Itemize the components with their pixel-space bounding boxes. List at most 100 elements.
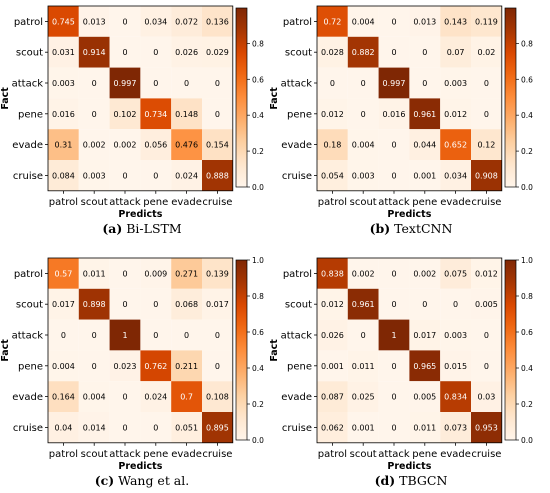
heatmap-cell: [471, 36, 502, 68]
heatmap-cell: [378, 412, 410, 443]
heatmap-cell: [78, 67, 110, 99]
cell-value-label: 0.024: [175, 171, 198, 180]
cell-value-label: 0: [391, 48, 396, 57]
cell-value-label: 1: [122, 331, 127, 340]
cell-value-label: 0.002: [352, 269, 375, 278]
heatmap-cell: [440, 258, 471, 289]
cell-value-label: 0.895: [206, 423, 229, 432]
heatmap-cell: [347, 288, 379, 320]
cell-value-label: 0: [122, 269, 127, 278]
y-tick-label: attack: [12, 331, 44, 342]
y-axis-title: Fact: [0, 87, 11, 110]
panel-caption: (a) Bi-LSTM: [102, 221, 182, 236]
y-tick-label: pene: [287, 109, 312, 120]
heatmap-cell: [317, 6, 348, 37]
heatmap-cell: [317, 319, 348, 351]
cell-value-label: 0.087: [321, 393, 344, 402]
x-tick-label: evade: [171, 197, 202, 208]
cell-value-label: 0.143: [444, 17, 467, 26]
cell-value-label: 0: [153, 171, 158, 180]
cell-value-label: 0.029: [206, 48, 229, 57]
cell-value-label: 0: [122, 171, 127, 180]
colorbar-tick-label: 0.2: [521, 400, 533, 409]
heatmap-cell: [109, 67, 141, 99]
heatmap-cell: [109, 160, 141, 191]
heatmap-cell: [440, 67, 471, 99]
heatmap-cell: [202, 160, 233, 191]
heatmap-cell: [48, 129, 79, 160]
cell-value-label: 0.908: [475, 171, 498, 180]
heatmap-cell: [109, 288, 141, 320]
heatmap-cell: [171, 350, 202, 382]
heatmap-cell: [409, 98, 441, 130]
cell-value-label: 0.04: [54, 423, 72, 432]
cell-value-label: 0: [153, 79, 158, 88]
colorbar-tick-label: 0.6: [521, 328, 533, 337]
cell-value-label: 0: [215, 362, 220, 371]
heatmap-cell: [317, 258, 348, 289]
x-tick-label: attack: [109, 449, 141, 460]
colorbar-tick-label: 0.4: [521, 364, 533, 373]
x-tick-label: evade: [440, 449, 471, 460]
heatmap-cell: [202, 412, 233, 443]
heatmap-panel-2: 0.72 0.004 0 0.013 0.143 0.119 0.028 0.882 0 0 0.0…: [269, 5, 533, 236]
heatmap-cell: [378, 319, 410, 351]
cell-value-label: 0: [153, 300, 158, 309]
heatmap-cell: [440, 160, 471, 191]
heatmap-cell: [202, 350, 233, 382]
colorbar-tick-label: 0.0: [521, 436, 533, 445]
cell-value-label: 0.652: [444, 141, 467, 150]
cell-value-label: 0.004: [352, 17, 375, 26]
cell-value-label: 0: [61, 331, 66, 340]
colorbar-tick-label: 0.0: [252, 183, 264, 192]
cell-value-label: 0: [122, 300, 127, 309]
heatmap-cell: [202, 319, 233, 351]
cell-value-label: 0.072: [175, 17, 198, 26]
heatmap-cell: [48, 350, 79, 382]
y-tick-label: scout: [16, 300, 43, 311]
heatmap-cell: [109, 381, 141, 412]
cell-value-label: 0.004: [83, 393, 106, 402]
cell-value-label: 0: [215, 331, 220, 340]
heatmap-cell: [140, 412, 172, 443]
heatmap-cell: [347, 67, 379, 99]
cell-value-label: 0.914: [83, 48, 106, 57]
cell-value-label: 0.011: [352, 362, 375, 371]
heatmap-cell: [347, 350, 379, 382]
y-tick-label: cruise: [282, 423, 312, 434]
cell-value-label: 0.003: [52, 79, 75, 88]
cell-value-label: 0.016: [52, 110, 75, 119]
heatmap-cell: [317, 412, 348, 443]
heatmap-cell: [202, 129, 233, 160]
y-tick-label: pene: [18, 109, 43, 120]
cell-value-label: 0: [484, 110, 489, 119]
heatmap-cell: [140, 160, 172, 191]
y-tick-label: attack: [281, 331, 313, 342]
heatmap-cell: [471, 160, 502, 191]
colorbar-tick-label: 0.2: [252, 400, 264, 409]
cell-value-label: 0.961: [413, 110, 436, 119]
heatmap-cell: [409, 6, 441, 37]
heatmap-cell: [48, 98, 79, 130]
x-tick-label: cruise: [471, 197, 501, 208]
caption-text: Wang et al.: [114, 473, 189, 488]
x-tick-label: cruise: [471, 449, 501, 460]
x-tick-label: attack: [378, 449, 410, 460]
cell-value-label: 0.001: [413, 171, 436, 180]
cell-value-label: 0.084: [52, 171, 75, 180]
cell-value-label: 0.001: [321, 362, 344, 371]
cell-value-label: 0.005: [475, 300, 498, 309]
x-tick-label: attack: [378, 197, 410, 208]
heatmap-cell: [317, 36, 348, 68]
colorbar: [504, 7, 517, 188]
heatmap-cell: [471, 129, 502, 160]
heatmap-cell: [347, 98, 379, 130]
cell-value-label: 0: [391, 141, 396, 150]
heatmap-cell: [347, 129, 379, 160]
heatmap-cell: [171, 412, 202, 443]
cell-value-label: 0.004: [52, 362, 75, 371]
heatmap-cell: [409, 412, 441, 443]
cell-value-label: 0.18: [323, 141, 341, 150]
heatmap-cell: [471, 350, 502, 382]
